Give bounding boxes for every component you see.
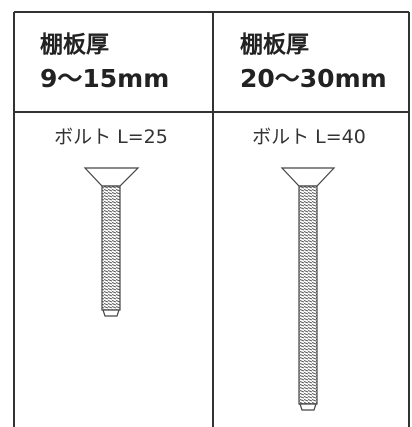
bolt-length: ボルト L=40 — [252, 126, 366, 148]
header-range: 20〜30mm — [240, 64, 387, 93]
bolt-illustration — [280, 167, 336, 411]
bolt-length: ボルト L=25 — [54, 126, 168, 148]
header-label: 棚板厚 — [40, 32, 109, 58]
header-range: 9〜15mm — [40, 64, 170, 93]
header-label: 棚板厚 — [240, 32, 309, 58]
bolt-illustration — [83, 167, 140, 317]
